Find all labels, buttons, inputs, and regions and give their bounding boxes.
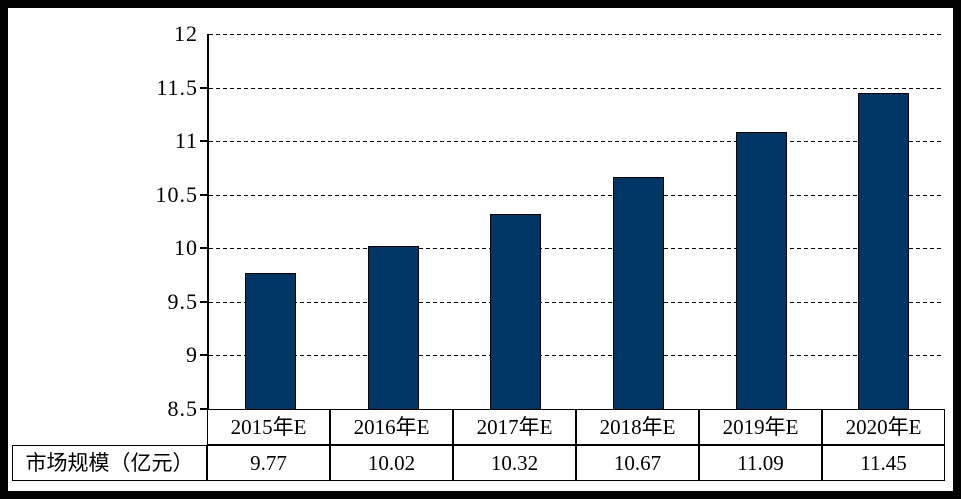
category-cell: 2020年E — [822, 409, 945, 445]
value-cell: 10.02 — [330, 445, 453, 481]
bar — [735, 131, 787, 409]
gridline — [209, 355, 943, 357]
value-cell: 9.77 — [207, 445, 330, 481]
y-tick-mark — [200, 86, 207, 89]
gridline — [209, 248, 943, 250]
table-row-label: 市场规模（亿元） — [12, 445, 207, 481]
y-tick-label: 8.5 — [167, 396, 198, 421]
y-tick-mark — [200, 408, 207, 410]
y-tick-mark — [200, 247, 207, 250]
gridline — [209, 301, 943, 303]
category-cell: 2016年E — [330, 409, 453, 445]
y-tick-label: 11.5 — [156, 74, 198, 100]
category-cell: 2019年E — [699, 409, 822, 445]
data-table: 2015年E 2016年E 2017年E 2018年E 2019年E 2020年E 市场规模… — [12, 409, 945, 481]
y-tick-label: 9.5 — [167, 288, 198, 314]
y-tick-mark — [200, 300, 207, 303]
bar — [612, 176, 664, 409]
value-cell: 11.45 — [822, 445, 945, 481]
gridline — [209, 194, 943, 196]
bar — [244, 272, 296, 409]
y-tick-mark — [200, 354, 207, 357]
y-tick-label: 11 — [174, 128, 198, 154]
value-cell: 10.67 — [576, 445, 699, 481]
gridline — [209, 87, 943, 89]
gridline — [209, 34, 943, 35]
category-cell: 2015年E — [207, 409, 330, 445]
y-tick-label: 10.5 — [155, 181, 198, 207]
y-tick-mark — [200, 193, 207, 196]
y-tick-label: 12 — [174, 21, 198, 46]
category-cell: 2018年E — [576, 409, 699, 445]
bar — [490, 214, 542, 409]
value-cell: 11.09 — [699, 445, 822, 481]
plot-area — [200, 34, 943, 410]
value-cell: 10.32 — [453, 445, 576, 481]
bar — [858, 92, 910, 409]
gridline — [209, 141, 943, 143]
category-cell: 2017年E — [453, 409, 576, 445]
bar — [367, 246, 419, 409]
y-tick-label: 9 — [186, 342, 198, 368]
y-tick-mark — [200, 140, 207, 143]
y-axis-labels: 12 11.5 11 10.5 10 9.5 9 8.5 — [8, 21, 198, 421]
table-corner-spacer — [12, 409, 207, 445]
y-tick-label: 10 — [174, 235, 198, 261]
